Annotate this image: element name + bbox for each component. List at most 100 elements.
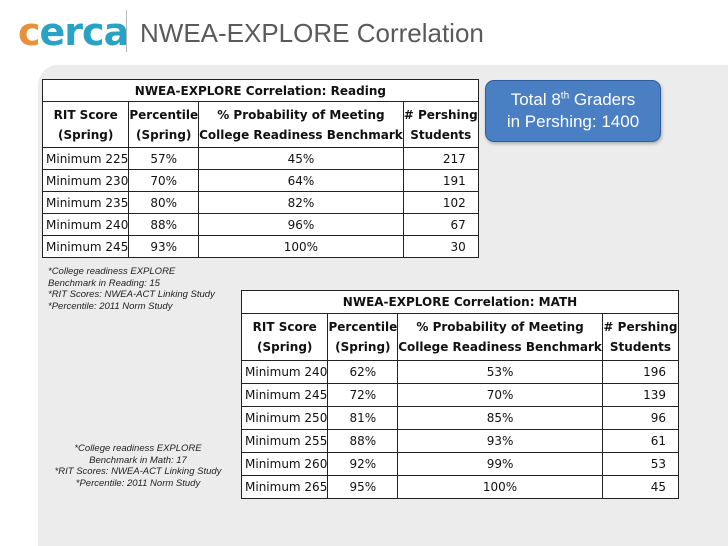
percentile-cell: 57% xyxy=(128,147,199,170)
students-cell: 30 xyxy=(402,235,479,258)
callout-line1-prefix: Total 8 xyxy=(510,90,561,109)
reading-header-percentile-line2: (Spring) xyxy=(136,127,192,142)
rit-score-cell: Minimum 250 xyxy=(241,406,328,430)
rit-score-cell: Minimum 245 xyxy=(42,235,129,258)
table-row: Minimum 235 80% 82% 102 xyxy=(42,191,479,214)
math-header-probability-line2: College Readiness Benchmark xyxy=(398,340,602,354)
math-header-students-line1: # Pershing xyxy=(603,320,678,334)
math-footnotes: *College readiness EXPLORE Benchmark in … xyxy=(40,443,236,489)
percentile-cell: 93% xyxy=(128,235,199,258)
table-row: Minimum 225 57% 45% 217 xyxy=(42,147,479,170)
probability-cell: 82% xyxy=(198,191,404,214)
math-note-line: *Percentile: 2011 Norm Study xyxy=(75,477,201,489)
table-row: Minimum 245 93% 100% 30 xyxy=(42,235,479,258)
percentile-cell: 62% xyxy=(327,360,398,384)
students-cell: 53 xyxy=(601,452,679,476)
rit-score-cell: Minimum 265 xyxy=(241,475,328,499)
percentile-cell: 81% xyxy=(327,406,398,430)
table-row: Minimum 245 72% 70% 139 xyxy=(241,383,679,407)
total-graders-callout: Total 8th Graders in Pershing: 1400 xyxy=(485,80,661,142)
probability-cell: 99% xyxy=(397,452,603,476)
callout-line1-suffix: Graders xyxy=(569,90,636,109)
reading-header-rit: RIT Score (Spring) xyxy=(42,101,129,148)
percentile-cell: 95% xyxy=(327,475,398,499)
percentile-cell: 88% xyxy=(327,429,398,453)
math-note-line: *College readiness EXPLORE xyxy=(74,443,202,454)
reading-note-line: *RIT Scores: NWEA-ACT Linking Study xyxy=(48,289,215,300)
math-header-probability: % Probability of Meeting College Readines… xyxy=(397,313,603,361)
percentile-cell: 80% xyxy=(128,191,199,214)
table-row: Minimum 230 70% 64% 191 xyxy=(42,169,479,192)
cerca-logo: cerca xyxy=(18,10,130,54)
reading-table-title: NWEA-EXPLORE Correlation: Reading xyxy=(134,83,386,98)
math-header-rit-line2: (Spring) xyxy=(257,340,313,354)
reading-header-students-line2: Students xyxy=(410,127,472,142)
reading-header-rit-line2: (Spring) xyxy=(57,127,114,142)
math-note-line: *RIT Scores: NWEA-ACT Linking Study xyxy=(54,466,222,477)
rit-score-cell: Minimum 240 xyxy=(241,360,328,384)
slide-title: NWEA-EXPLORE Correlation xyxy=(140,18,484,48)
probability-cell: 53% xyxy=(397,360,603,384)
math-correlation-table: NWEA-EXPLORE Correlation: MATH RIT Score… xyxy=(241,290,679,499)
callout-ordinal-suffix: th xyxy=(560,90,570,102)
reading-header-students-line1: # Pershing xyxy=(403,107,478,122)
reading-correlation-table: NWEA-EXPLORE Correlation: Reading RIT Sc… xyxy=(42,79,479,258)
math-header-students-line2: Students xyxy=(609,340,671,354)
probability-cell: 70% xyxy=(397,383,603,407)
students-cell: 102 xyxy=(402,191,479,214)
table-row: Minimum 265 95% 100% 45 xyxy=(241,475,679,499)
reading-header-percentile-line1: Percentile xyxy=(129,107,199,122)
table-row: Minimum 260 92% 99% 53 xyxy=(241,452,679,476)
math-header-probability-line1: % Probability of Meeting xyxy=(416,320,584,334)
math-header-percentile: Percentile (Spring) xyxy=(327,313,398,361)
math-table-title: NWEA-EXPLORE Correlation: MATH xyxy=(342,295,578,309)
probability-cell: 45% xyxy=(198,147,404,170)
reading-header-students: # Pershing Students xyxy=(402,101,479,148)
table-row: Minimum 255 88% 93% 61 xyxy=(241,429,679,453)
probability-cell: 85% xyxy=(397,406,603,430)
rit-score-cell: Minimum 235 xyxy=(42,191,129,214)
probability-cell: 96% xyxy=(198,213,404,236)
students-cell: 196 xyxy=(601,360,679,384)
reading-note-line: Benchmark in Reading: 15 xyxy=(48,277,160,289)
reading-header-probability-line1: % Probability of Meeting xyxy=(217,107,385,122)
probability-cell: 100% xyxy=(198,235,404,258)
students-cell: 96 xyxy=(601,406,679,430)
students-cell: 67 xyxy=(402,213,479,236)
slide-header: cerca NWEA-EXPLORE Correlation xyxy=(0,0,728,62)
reading-header-percentile: Percentile (Spring) xyxy=(128,101,199,148)
reading-header-rit-line1: RIT Score xyxy=(53,107,118,122)
probability-cell: 64% xyxy=(198,169,404,192)
students-cell: 139 xyxy=(601,383,679,407)
header-divider xyxy=(126,10,127,52)
reading-header-probability: % Probability of Meeting College Readines… xyxy=(198,101,404,148)
students-cell: 45 xyxy=(601,475,679,499)
percentile-cell: 72% xyxy=(327,383,398,407)
percentile-cell: 70% xyxy=(128,169,199,192)
math-header-percentile-line2: (Spring) xyxy=(335,340,391,354)
rit-score-cell: Minimum 245 xyxy=(241,383,328,407)
probability-cell: 93% xyxy=(397,429,603,453)
percentile-cell: 88% xyxy=(128,213,199,236)
percentile-cell: 92% xyxy=(327,452,398,476)
students-cell: 61 xyxy=(601,429,679,453)
math-header-rit-line1: RIT Score xyxy=(252,320,317,334)
students-cell: 191 xyxy=(402,169,479,192)
reading-header-probability-line2: College Readiness Benchmark xyxy=(199,127,403,142)
math-header-rit: RIT Score (Spring) xyxy=(241,313,328,361)
table-row: Minimum 240 88% 96% 67 xyxy=(42,213,479,236)
callout-line2: in Pershing: 1400 xyxy=(506,112,640,131)
math-note-line: Benchmark in Math: 17 xyxy=(89,454,187,466)
probability-cell: 100% xyxy=(397,475,603,499)
reading-note-line: *College readiness EXPLORE xyxy=(48,266,176,277)
rit-score-cell: Minimum 240 xyxy=(42,213,129,236)
logo-rest: erca xyxy=(39,10,130,54)
rit-score-cell: Minimum 260 xyxy=(241,452,328,476)
rit-score-cell: Minimum 230 xyxy=(42,169,129,192)
students-cell: 217 xyxy=(402,147,479,170)
rit-score-cell: Minimum 225 xyxy=(42,147,129,170)
logo-letter-c: c xyxy=(18,10,41,54)
rit-score-cell: Minimum 255 xyxy=(241,429,328,453)
reading-footnotes: *College readiness EXPLORE Benchmark in … xyxy=(48,266,248,312)
table-row: Minimum 250 81% 85% 96 xyxy=(241,406,679,430)
